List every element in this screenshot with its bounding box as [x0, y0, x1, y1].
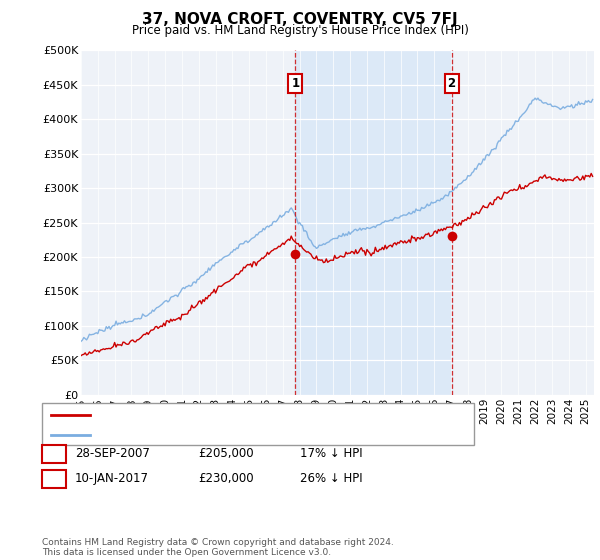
- Text: Price paid vs. HM Land Registry's House Price Index (HPI): Price paid vs. HM Land Registry's House …: [131, 24, 469, 36]
- Text: 1: 1: [50, 447, 58, 460]
- Text: 2: 2: [50, 472, 58, 486]
- Text: HPI: Average price, detached house, Coventry: HPI: Average price, detached house, Cove…: [96, 430, 348, 440]
- Bar: [295, 50, 452, 395]
- Text: 2: 2: [448, 77, 455, 90]
- Text: 10-JAN-2017: 10-JAN-2017: [75, 472, 149, 486]
- Text: £205,000: £205,000: [198, 447, 254, 460]
- Text: 26% ↓ HPI: 26% ↓ HPI: [300, 472, 362, 486]
- Text: 17% ↓ HPI: 17% ↓ HPI: [300, 447, 362, 460]
- Text: 37, NOVA CROFT, COVENTRY, CV5 7FJ (detached house): 37, NOVA CROFT, COVENTRY, CV5 7FJ (detac…: [96, 410, 401, 420]
- Text: £230,000: £230,000: [198, 472, 254, 486]
- Text: Contains HM Land Registry data © Crown copyright and database right 2024.
This d: Contains HM Land Registry data © Crown c…: [42, 538, 394, 557]
- Text: 28-SEP-2007: 28-SEP-2007: [75, 447, 150, 460]
- Text: 1: 1: [291, 77, 299, 90]
- Text: 37, NOVA CROFT, COVENTRY, CV5 7FJ: 37, NOVA CROFT, COVENTRY, CV5 7FJ: [142, 12, 458, 27]
